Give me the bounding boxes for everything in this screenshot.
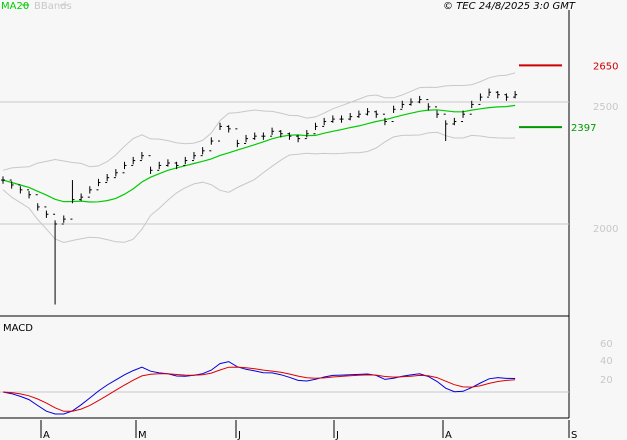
price-bar bbox=[183, 156, 188, 166]
price-bar bbox=[504, 93, 509, 101]
x-tick-label: A bbox=[445, 430, 452, 440]
price-bar bbox=[408, 98, 413, 106]
price-bar bbox=[122, 161, 127, 174]
price-bar bbox=[452, 117, 457, 126]
price-bar bbox=[261, 132, 266, 140]
price-bar bbox=[131, 156, 136, 166]
x-tick-label: J bbox=[237, 430, 241, 440]
price-bar bbox=[495, 91, 500, 99]
price-bar bbox=[287, 132, 292, 140]
price-bar bbox=[53, 213, 58, 305]
price-bar bbox=[244, 134, 249, 144]
price-bar bbox=[61, 215, 66, 225]
price-bar bbox=[278, 130, 283, 138]
price-bar bbox=[200, 147, 205, 157]
copyright: © TEC 24/8/2025 3:0 GMT bbox=[443, 1, 576, 12]
price-bar bbox=[400, 100, 405, 110]
support-level-label: 2397 bbox=[571, 123, 596, 134]
macd-line bbox=[2, 361, 516, 415]
price-bar bbox=[165, 159, 170, 167]
price-bar bbox=[174, 161, 179, 170]
price-bar bbox=[87, 186, 92, 198]
legend-ma20: MA20 bbox=[1, 1, 29, 12]
price-bar bbox=[304, 130, 309, 140]
price-bar bbox=[226, 125, 231, 133]
bband-lower bbox=[2, 131, 516, 244]
x-tick-label: M bbox=[138, 430, 147, 440]
price-bar bbox=[218, 122, 222, 142]
price-bar bbox=[296, 134, 301, 143]
price-bar bbox=[235, 128, 240, 148]
ma20-line bbox=[2, 104, 516, 203]
price-bar bbox=[469, 100, 474, 115]
price-bar bbox=[9, 179, 14, 189]
price-bar bbox=[191, 152, 196, 162]
macd-tick-label: 20 bbox=[600, 375, 613, 386]
price-bar bbox=[426, 99, 431, 111]
signal-line bbox=[2, 366, 516, 412]
price-bar bbox=[513, 91, 518, 99]
price-bar bbox=[96, 178, 101, 191]
price-bar bbox=[322, 117, 327, 127]
price-bar bbox=[252, 132, 257, 140]
price-bar bbox=[35, 194, 40, 211]
macd-title: MACD bbox=[3, 323, 33, 334]
x-tick-label: A bbox=[43, 430, 50, 440]
price-bar bbox=[113, 169, 118, 179]
x-tick-label: S bbox=[571, 430, 577, 440]
price-bar bbox=[27, 189, 32, 199]
y-tick-label: 2500 bbox=[593, 102, 618, 113]
price-bar bbox=[339, 115, 344, 123]
price-bar bbox=[435, 106, 439, 118]
price-bar bbox=[157, 161, 162, 171]
price-bar bbox=[70, 180, 75, 220]
price-bar bbox=[374, 110, 379, 118]
price-bar bbox=[18, 184, 23, 194]
price-bar bbox=[348, 112, 353, 121]
x-tick-label: J bbox=[335, 430, 339, 440]
price-bar bbox=[391, 105, 396, 123]
resistance-level-label: 2650 bbox=[593, 61, 618, 72]
legend-bbands: BBands bbox=[34, 1, 72, 12]
price-bar bbox=[443, 113, 448, 142]
price-bar bbox=[139, 152, 144, 162]
price-bar bbox=[79, 193, 84, 201]
price-bar bbox=[313, 122, 318, 135]
price-bar bbox=[382, 113, 387, 126]
price-bar bbox=[365, 108, 370, 116]
price-bar bbox=[270, 127, 275, 137]
price-bar bbox=[1, 176, 5, 184]
price-bar bbox=[478, 93, 483, 105]
price-bar bbox=[105, 173, 110, 184]
y-tick-label: 2000 bbox=[593, 224, 618, 235]
macd-tick-label: 40 bbox=[600, 356, 613, 367]
bband-upper bbox=[2, 72, 516, 171]
price-bar bbox=[148, 155, 153, 174]
price-bar bbox=[330, 115, 335, 123]
price-bar bbox=[356, 110, 361, 118]
price-bar bbox=[487, 88, 492, 98]
price-bar bbox=[461, 110, 466, 123]
price-bar bbox=[209, 137, 214, 152]
price-bar bbox=[44, 206, 49, 218]
price-bar bbox=[417, 95, 422, 104]
macd-tick-label: 60 bbox=[600, 339, 613, 350]
